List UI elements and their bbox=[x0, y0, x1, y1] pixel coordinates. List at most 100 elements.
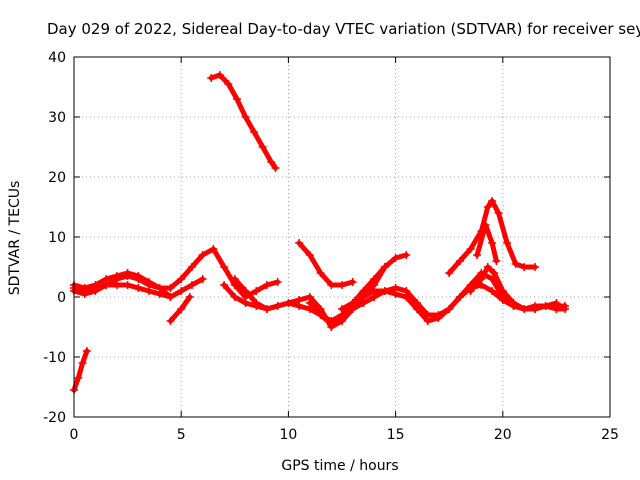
x-tick-label: 25 bbox=[601, 427, 619, 443]
data-point bbox=[273, 278, 282, 286]
chart-title: Day 029 of 2022, Sidereal Day-to-day VTE… bbox=[47, 20, 640, 38]
data-point bbox=[224, 80, 233, 88]
series-sat-n bbox=[466, 263, 561, 313]
data-point bbox=[380, 287, 389, 295]
data-point bbox=[488, 239, 497, 247]
data-point bbox=[145, 278, 154, 286]
data-point bbox=[434, 311, 443, 319]
data-point bbox=[413, 299, 422, 307]
data-point bbox=[241, 287, 250, 295]
data-point bbox=[530, 263, 539, 271]
data-point bbox=[423, 311, 432, 319]
data-point bbox=[241, 299, 250, 307]
data-point bbox=[520, 305, 529, 313]
data-point bbox=[445, 305, 454, 313]
data-point bbox=[541, 302, 550, 310]
x-tick-label: 15 bbox=[387, 427, 405, 443]
data-point bbox=[488, 197, 497, 205]
data-point bbox=[258, 143, 267, 151]
data-point bbox=[466, 245, 475, 253]
data-point bbox=[477, 275, 486, 283]
series-sat-f bbox=[207, 71, 280, 172]
data-point bbox=[455, 293, 464, 301]
x-axis-label: GPS time / hours bbox=[281, 458, 398, 474]
data-point bbox=[316, 311, 325, 319]
data-point bbox=[488, 287, 497, 295]
data-point bbox=[295, 296, 304, 304]
y-tick-label: 0 bbox=[57, 290, 66, 306]
data-point bbox=[455, 257, 464, 265]
y-tick-label: 30 bbox=[48, 110, 66, 126]
data-point bbox=[327, 281, 336, 289]
data-point bbox=[483, 263, 492, 271]
data-point bbox=[338, 281, 346, 289]
data-point bbox=[445, 269, 454, 277]
data-point bbox=[511, 260, 520, 268]
data-point bbox=[123, 281, 132, 289]
data-point bbox=[198, 275, 207, 283]
data-point bbox=[503, 239, 512, 247]
x-tick-label: 5 bbox=[177, 427, 186, 443]
series-sat-i bbox=[295, 239, 357, 289]
data-point bbox=[305, 251, 314, 259]
axis-ticks: 0 5 10 15 20 25 -20 -10 0 10 20 30 40 bbox=[43, 50, 619, 443]
data-point bbox=[473, 251, 482, 259]
data-point bbox=[134, 272, 143, 280]
data-point bbox=[207, 74, 216, 82]
data-point bbox=[145, 287, 154, 295]
series-sat-l bbox=[359, 281, 569, 319]
series-sat-a bbox=[70, 347, 91, 394]
data-point bbox=[112, 281, 121, 289]
data-point bbox=[262, 281, 271, 289]
data-point bbox=[91, 281, 100, 289]
data-point bbox=[316, 269, 325, 277]
data-point bbox=[338, 305, 346, 313]
data-point bbox=[230, 275, 239, 283]
data-point bbox=[252, 299, 261, 307]
series-line bbox=[474, 222, 499, 264]
data-point bbox=[252, 287, 261, 295]
data-point bbox=[166, 284, 175, 292]
data-point bbox=[185, 293, 194, 301]
data-point bbox=[80, 284, 89, 292]
data-point bbox=[198, 251, 207, 259]
data-point bbox=[466, 287, 475, 295]
x-tick-label: 20 bbox=[494, 427, 512, 443]
data-point bbox=[560, 302, 569, 310]
data-point bbox=[498, 296, 507, 304]
data-point bbox=[82, 347, 91, 355]
y-tick-label: 40 bbox=[48, 50, 66, 66]
data-point bbox=[391, 284, 400, 292]
data-point bbox=[177, 305, 186, 313]
series-sat-e bbox=[166, 293, 194, 325]
data-point bbox=[155, 284, 164, 292]
series-line bbox=[71, 270, 173, 300]
data-point bbox=[74, 374, 83, 382]
series-group bbox=[70, 71, 569, 394]
data-point bbox=[273, 302, 282, 310]
y-axis-label: SDTVAR / TECUs bbox=[7, 181, 23, 296]
data-point bbox=[215, 71, 224, 79]
data-point bbox=[402, 251, 411, 259]
series-line bbox=[307, 252, 409, 327]
data-point bbox=[402, 287, 411, 295]
data-point bbox=[112, 272, 121, 280]
series-line bbox=[208, 72, 278, 171]
series-sat-o bbox=[473, 221, 501, 265]
y-tick-label: -20 bbox=[43, 410, 66, 426]
data-point bbox=[370, 293, 379, 301]
data-point bbox=[509, 299, 518, 307]
y-tick-label: 20 bbox=[48, 170, 66, 186]
data-point bbox=[220, 281, 229, 289]
data-point bbox=[250, 128, 259, 136]
data-point bbox=[271, 164, 280, 172]
data-point bbox=[370, 275, 379, 283]
data-point bbox=[483, 203, 492, 211]
data-point bbox=[348, 299, 357, 307]
data-point bbox=[134, 284, 143, 292]
data-point bbox=[267, 158, 276, 166]
data-point bbox=[166, 317, 175, 325]
data-point bbox=[481, 221, 490, 229]
data-point bbox=[102, 275, 111, 283]
